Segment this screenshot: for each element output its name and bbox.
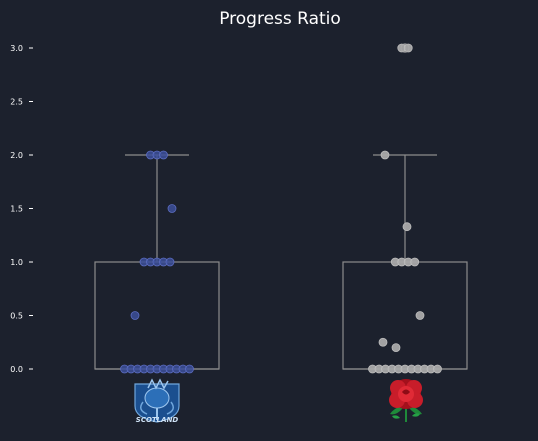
- data-point-0-10: [185, 364, 194, 374]
- data-point-1-14: [410, 257, 420, 267]
- data-point-1-15: [380, 150, 390, 160]
- data-point-0-18: [159, 150, 168, 160]
- box-0: [94, 261, 220, 370]
- y-tick-label-5: 2.5: [10, 98, 23, 107]
- data-point-1-10: [433, 364, 442, 374]
- chart-title: Progress Ratio: [219, 9, 341, 29]
- england-red-rose-logo: [389, 379, 423, 422]
- data-point-1-19: [378, 337, 388, 347]
- data-point-1-18: [391, 343, 401, 353]
- point-layer: [120, 43, 442, 374]
- y-tick-label-2: 1.0: [10, 258, 23, 267]
- y-axis: 0.0 0.5 1.0 1.5 2.0 2.5 3.0: [10, 44, 33, 374]
- data-point-1-20: [415, 311, 425, 320]
- y-tick-label-4: 2.0: [10, 151, 23, 160]
- data-point-0-19: [130, 311, 140, 320]
- data-point-0-15: [165, 257, 175, 267]
- box-1: [342, 261, 468, 370]
- data-point-0-20: [167, 204, 177, 213]
- y-tick-label-6: 3.0: [10, 44, 23, 53]
- scotland-thistle-logo: SCOTLAND: [134, 378, 180, 424]
- category-logos: SCOTLAND: [134, 378, 423, 424]
- data-point-1-21: [402, 222, 412, 232]
- outlier-1-0: [400, 43, 410, 53]
- data-point-1-17: [403, 43, 413, 53]
- y-tick-label-1: 0.5: [10, 312, 23, 321]
- scotland-logo-text: SCOTLAND: [136, 416, 179, 424]
- y-tick-label-3: 1.5: [10, 205, 23, 214]
- y-tick-label-0: 0.0: [10, 365, 23, 374]
